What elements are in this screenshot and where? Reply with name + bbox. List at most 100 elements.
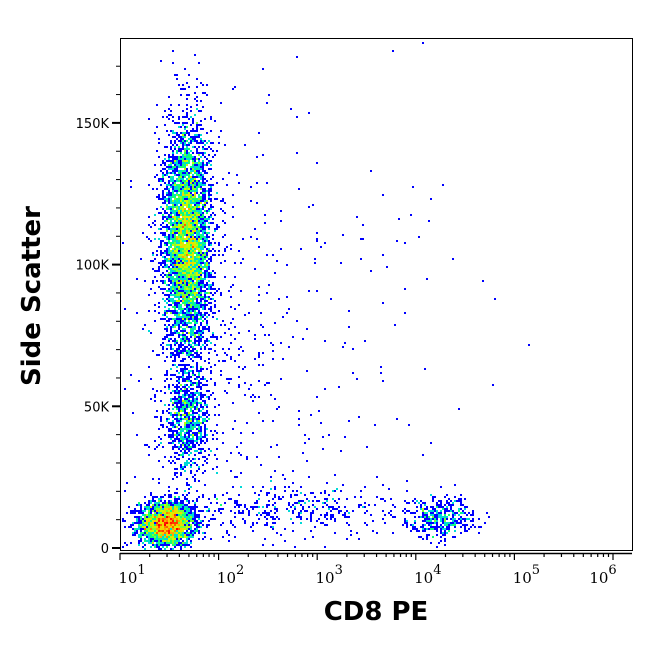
event-dot [182,218,184,220]
event-dot [210,306,212,308]
event-dot [196,424,198,426]
event-dot [162,512,164,514]
event-dot [160,542,162,544]
event-dot [198,332,200,334]
event-dot [170,230,172,232]
event-dot [138,520,140,522]
event-dot [190,410,192,412]
event-dot [196,450,198,452]
event-dot [170,210,172,212]
event-dot [176,540,178,542]
event-dot [172,374,174,376]
event-dot [194,398,196,400]
event-dot [170,522,172,524]
event-dot [168,418,170,420]
event-dot [180,522,182,524]
event-dot [182,154,184,156]
event-dot [224,324,226,326]
event-dot [180,512,182,514]
event-dot [412,512,414,514]
event-dot [138,526,140,528]
event-dot [338,506,340,508]
event-dot [208,146,210,148]
event-dot [144,496,146,498]
event-dot [178,302,180,304]
event-dot [152,282,154,284]
event-dot [208,240,210,242]
event-dot [360,504,362,506]
event-dot [138,512,140,514]
event-dot [166,310,168,312]
event-dot [188,350,190,352]
event-dot [428,518,430,520]
event-dot [178,320,180,322]
event-dot [174,296,176,298]
event-dot [392,504,394,506]
event-dot [192,242,194,244]
event-dot [174,374,176,376]
event-dot [182,84,184,86]
event-dot [196,316,198,318]
event-dot [178,252,180,254]
event-dot [196,140,198,142]
event-dot [174,340,176,342]
event-dot [168,176,170,178]
event-dot [196,368,198,370]
event-dot [236,500,238,502]
event-dot [156,534,158,536]
event-dot [160,512,162,514]
event-dot [186,340,188,342]
event-dot [136,520,138,522]
event-dot [238,504,240,506]
event-dot [186,230,188,232]
event-dot [196,366,198,368]
event-dot [158,528,160,530]
event-dot [186,150,188,152]
event-dot [440,532,442,534]
event-dot [198,414,200,416]
event-dot [178,250,180,252]
event-dot [200,142,202,144]
event-dot [184,134,186,136]
event-dot [176,512,178,514]
event-dot [194,334,196,336]
event-dot [202,330,204,332]
y-axis-title: Side Scatter [17,206,47,386]
event-dot [162,178,164,180]
event-dot [200,520,202,522]
event-dot [178,304,180,306]
event-dot [326,504,328,506]
event-dot [362,224,364,226]
event-dot [184,448,186,450]
event-dot [178,318,180,320]
event-dot [196,392,198,394]
event-dot [182,414,184,416]
event-dot [160,530,162,532]
event-dot [194,198,196,200]
event-dot [224,502,226,504]
event-dot [182,508,184,510]
event-dot [160,538,162,540]
event-dot [170,412,172,414]
event-dot [206,212,208,214]
event-dot [184,322,186,324]
event-dot [192,432,194,434]
event-dot [174,546,176,548]
event-dot [170,430,172,432]
event-dot [328,508,330,510]
event-dot [344,342,346,344]
event-dot [202,206,204,208]
event-dot [184,288,186,290]
event-dot [196,230,198,232]
event-dot [186,188,188,190]
event-dot [174,386,176,388]
event-dot [176,522,178,524]
event-dot [190,466,192,468]
event-dot [200,188,202,190]
event-dot [166,524,168,526]
event-dot [192,350,194,352]
event-dot [198,180,200,182]
event-dot [154,500,156,502]
event-dot [452,502,454,504]
event-dot [190,184,192,186]
